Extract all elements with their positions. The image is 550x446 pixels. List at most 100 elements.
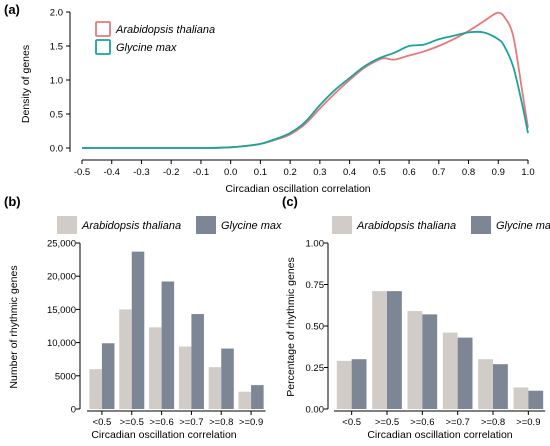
panel-b-bar bbox=[221, 348, 234, 409]
panel-a-legend-label: Glycine max bbox=[116, 42, 177, 54]
panel-a-density-chart: (a) 0.00.51.01.52.0-0.5 -0.4 -0.3 -0.2 -0.1 0… bbox=[4, 2, 535, 195]
panel-b-x-tick-label: >=0.5 bbox=[120, 417, 144, 428]
panel-a-x-tick-label: 0.7 bbox=[432, 167, 445, 178]
panel-c-y-tick-label: 0.25 bbox=[306, 363, 325, 374]
panel-c-x-tick-label: >=0.7 bbox=[446, 417, 470, 428]
panel-a-x-tick-label: -0.3 bbox=[133, 167, 149, 178]
panel-a-y-axis-label: Density of genes bbox=[20, 45, 32, 123]
panel-a-y-tick-label: 0.0 bbox=[50, 144, 63, 155]
panel-b-y-tick-label: 0 bbox=[71, 405, 76, 416]
panel-b-letter: (b) bbox=[4, 194, 21, 209]
panel-c-legend-swatch bbox=[332, 216, 352, 234]
panel-a-x-tick-label: 0.2 bbox=[284, 167, 297, 178]
panel-b-bar bbox=[119, 309, 132, 409]
panel-b-bar bbox=[208, 367, 222, 409]
panel-c-y-tick-label: 1.00 bbox=[306, 239, 325, 250]
panel-a-axes: 0.0 0.5 1.0 1.5 2.0 -0.5 -0.4 -0.3 -0.2 -0.1 0.0 0.… bbox=[50, 8, 535, 179]
panel-a-x-tick-label: -0.2 bbox=[163, 167, 179, 178]
panel-c-bar bbox=[442, 332, 458, 409]
panel-b-x-tick-label: >=0.9 bbox=[239, 417, 263, 428]
panel-c-bar bbox=[387, 291, 402, 409]
panel-c-bar bbox=[528, 390, 544, 409]
panel-b-y-tick-label: 10,000 bbox=[47, 338, 76, 349]
panel-a-series-line-glycine-max bbox=[82, 30, 529, 149]
panel-c-legend-label: Arabidopsis thaliana bbox=[356, 220, 456, 232]
panel-a-x-tick-label: -0.5 bbox=[74, 167, 90, 178]
panel-c-y-tick-label: 0.75 bbox=[306, 280, 325, 291]
panel-c-bar bbox=[478, 359, 493, 409]
panel-a-x-tick-label: 0.6 bbox=[402, 167, 415, 178]
panel-a-x-tick-label: 0.9 bbox=[492, 167, 505, 178]
panel-a-legend-swatch bbox=[95, 39, 111, 55]
panel-c-legend-swatch bbox=[471, 216, 491, 234]
panel-a-x-tick-label: 0.1 bbox=[254, 167, 267, 178]
panel-b-y-axis-label: Number of rhythmic genes bbox=[8, 265, 20, 388]
panel-a-y-tick-label: 0.5 bbox=[50, 110, 63, 121]
panel-c-bar bbox=[422, 314, 438, 409]
panel-b-bar bbox=[131, 251, 145, 409]
panel-a-y-tick-label: 1.0 bbox=[50, 76, 63, 87]
panel-b-x-axis-label: Circadian oscillation correlation bbox=[91, 429, 236, 441]
panel-c-bar bbox=[372, 291, 387, 409]
panel-b-x-tick-label: <0.5 bbox=[93, 417, 112, 428]
panel-a-x-tick-label: 0.5 bbox=[373, 167, 386, 178]
panel-a-x-tick-label: 0.3 bbox=[313, 167, 326, 178]
panel-b-bar bbox=[89, 369, 102, 409]
panel-b-bar bbox=[161, 281, 175, 409]
panel-c-y-tick-label: 0.00 bbox=[306, 405, 325, 416]
panel-a-legend-label: Arabidopsis thaliana bbox=[115, 24, 215, 36]
panel-c-x-axis-label: Circadian oscillation correlation bbox=[367, 429, 512, 441]
panel-a-x-tick-label: 0.4 bbox=[343, 167, 356, 178]
panel-c-bar bbox=[407, 311, 423, 409]
panel-c-bar bbox=[493, 364, 508, 409]
panel-b-x-tick-label: >=0.6 bbox=[149, 417, 173, 428]
panel-a-y-tick-label: 2.0 bbox=[50, 8, 63, 19]
panel-c-letter: (c) bbox=[282, 194, 298, 209]
panel-b-count-bar-chart: (b) Arabidopsis thaliana Glycine max 0 500… bbox=[4, 194, 282, 441]
panel-b-bar bbox=[191, 314, 204, 409]
panel-c-percentage-bar-chart: (c) Arabidopsis thaliana Glycine max 0.00… bbox=[282, 194, 550, 441]
panel-b-legend-label: Glycine max bbox=[221, 220, 282, 232]
panel-c-bars bbox=[336, 291, 544, 409]
panel-b-legend: Arabidopsis thaliana Glycine max bbox=[57, 216, 282, 234]
panel-c-legend: Arabidopsis thaliana Glycine max bbox=[332, 216, 550, 234]
panel-a-y-tick-label: 1.5 bbox=[50, 42, 63, 53]
panel-b-x-tick-label: >=0.7 bbox=[179, 417, 203, 428]
panel-b-y-tick-label: 15,000 bbox=[47, 305, 76, 316]
panel-c-x-tick-label: >=0.8 bbox=[481, 417, 505, 428]
panel-b-y-tick-label: 20,000 bbox=[47, 272, 76, 283]
panel-b-y-tick-label: 5000 bbox=[55, 371, 76, 382]
panel-c-y-tick-label: 0.50 bbox=[306, 322, 325, 333]
panel-b-bar bbox=[251, 385, 264, 409]
panel-c-bar bbox=[351, 359, 367, 409]
panel-c-x-tick-label: <0.5 bbox=[342, 417, 361, 428]
panel-c-bar bbox=[513, 387, 529, 409]
panel-a-x-tick-label: -0.4 bbox=[104, 167, 120, 178]
panel-a-legend-swatch bbox=[95, 21, 111, 37]
panel-a-x-tick-label: 1.0 bbox=[521, 167, 534, 178]
panel-b-y-tick-label: 25,000 bbox=[47, 239, 76, 250]
panel-b-bar bbox=[178, 346, 192, 409]
panel-a-x-axis-label: Circadian oscillation correlation bbox=[225, 183, 370, 195]
panel-b-legend-swatch bbox=[196, 216, 216, 234]
panel-b-bars bbox=[89, 251, 264, 409]
panel-b-bar bbox=[238, 391, 252, 409]
panel-a-legend: Arabidopsis thaliana Glycine max bbox=[95, 21, 215, 55]
panel-a-letter: (a) bbox=[4, 2, 20, 17]
panel-c-bar bbox=[336, 360, 352, 409]
panel-c-legend-label: Glycine max bbox=[496, 220, 550, 232]
panel-a-x-tick-label: 0.0 bbox=[224, 167, 237, 178]
panel-b-legend-label: Arabidopsis thaliana bbox=[81, 220, 181, 232]
panel-a-lines bbox=[82, 11, 529, 149]
panel-a-x-tick-label: 0.8 bbox=[462, 167, 475, 178]
panel-b-axes: 0 5000 10,000 15,000 20,000 25,000 <0.5 >=0.5 >=… bbox=[47, 239, 266, 428]
panel-b-x-tick-label: >=0.8 bbox=[209, 417, 233, 428]
panel-c-x-tick-label: >=0.9 bbox=[516, 417, 540, 428]
panel-c-axes: 0.00 0.25 0.50 0.75 1.00 <0.5 >=0.5 >=0.6 >=0.7 >… bbox=[306, 239, 546, 428]
panel-c-bar bbox=[457, 337, 473, 409]
panel-c-x-tick-label: >=0.6 bbox=[410, 417, 434, 428]
panel-b-bar bbox=[149, 327, 162, 409]
panel-b-bar bbox=[101, 343, 115, 409]
panel-b-legend-swatch bbox=[57, 216, 77, 234]
